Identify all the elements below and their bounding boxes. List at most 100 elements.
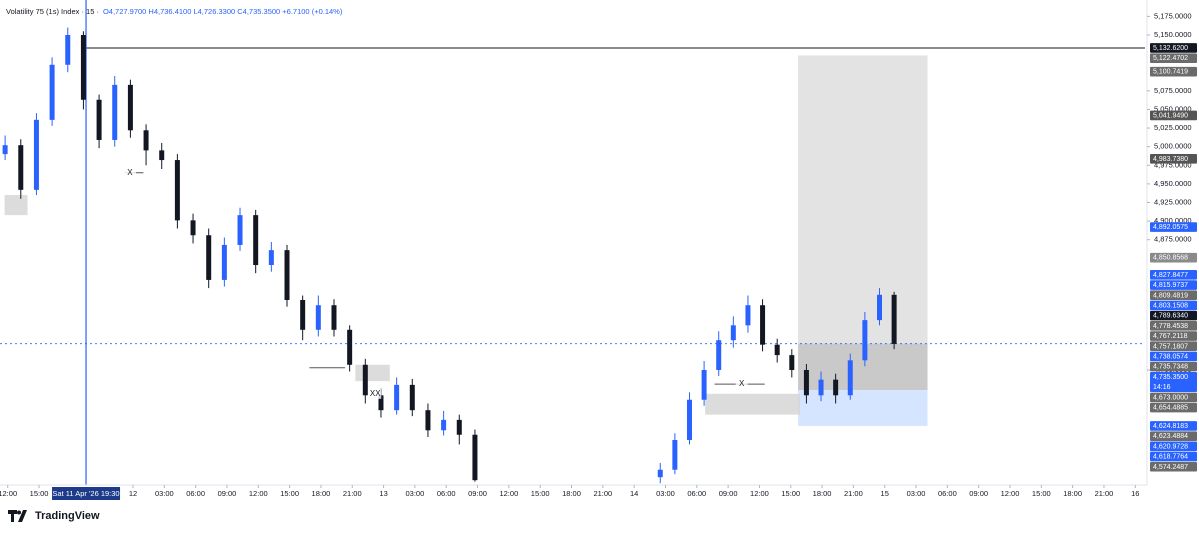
candle-body <box>49 64 55 120</box>
x-tick-label: 03:00 <box>907 489 926 498</box>
candle-body <box>347 329 353 365</box>
symbol[interactable]: Volatility 75 (1s) Index · 15 · <box>6 7 99 16</box>
price-axis-bg <box>1147 0 1199 505</box>
candle-body <box>701 369 707 400</box>
x-tick-label: 15:00 <box>280 489 299 498</box>
price-tag <box>1150 43 1197 53</box>
price-tag <box>1150 222 1197 232</box>
candle-body <box>378 395 384 411</box>
price-tag-label: 4,623.4884 <box>1153 433 1188 440</box>
candle-body <box>362 364 368 396</box>
price-tag-label: 4,757.1807 <box>1153 343 1188 350</box>
price-tag-label: 5,041.9490 <box>1153 112 1188 119</box>
x-tick-label: 12:00 <box>249 489 268 498</box>
candle-body <box>112 84 118 140</box>
x-tick-label: 09:00 <box>468 489 487 498</box>
candle-body <box>18 145 24 190</box>
candle-body <box>847 360 853 396</box>
brand-logo <box>8 510 27 522</box>
price-tag-label: 4,789.6340 <box>1153 313 1188 320</box>
candle-body <box>268 250 274 266</box>
price-tag <box>1150 300 1197 311</box>
price-tag-label: 4,673.0000 <box>1153 394 1188 401</box>
candle-body <box>760 305 766 345</box>
candle-body <box>394 384 400 411</box>
crosshair-time-bg <box>52 487 121 500</box>
candle-body <box>159 150 165 161</box>
annotation: X <box>127 168 133 177</box>
candle-body <box>33 119 39 190</box>
price-tag-label: 4,892.0575 <box>1153 224 1188 231</box>
candle-body <box>657 469 663 478</box>
candle-body <box>80 35 86 100</box>
x-tick-label: 09:00 <box>218 489 237 498</box>
brand[interactable]: TradingView <box>8 510 100 522</box>
price-tag-label: 4,574.2487 <box>1153 464 1188 471</box>
candle-body <box>284 250 290 301</box>
price-tag <box>1150 372 1197 393</box>
price-tag-label: 4,809.4819 <box>1153 292 1188 299</box>
chart: XXXX5,175.00005,150.00005,075.00005,050.… <box>0 0 1199 505</box>
price-tag <box>1150 451 1197 462</box>
x-tick-label: 15 <box>881 489 889 498</box>
x-tick-label: 03:00 <box>656 489 675 498</box>
candle-body <box>2 145 8 155</box>
x-tick-label: 15:00 <box>781 489 800 498</box>
price-tag <box>1150 153 1197 164</box>
candle-body <box>425 410 431 431</box>
y-tick-label: 5,175.0000 <box>1154 11 1192 20</box>
price-tag <box>1150 421 1197 431</box>
x-tick-label: 15:00 <box>1032 489 1051 498</box>
x-tick-label: 06:00 <box>437 489 456 498</box>
price-tag <box>1150 361 1197 372</box>
legend-header: Volatility 75 (1s) Index · 15 · O4,727.97… <box>6 7 342 16</box>
y-tick-label: 4,900.0000 <box>1154 216 1192 225</box>
candle-body <box>891 294 897 344</box>
candle-body <box>315 305 321 330</box>
candle-body <box>441 419 447 431</box>
candle-body <box>237 215 243 245</box>
candle-body <box>206 235 212 280</box>
annotation-bg <box>123 167 136 178</box>
y-tick-label: 5,150.0000 <box>1154 30 1192 39</box>
candle-body <box>774 344 780 356</box>
price-tag-label: 4,815.9737 <box>1153 282 1188 289</box>
x-tick-label: 12 <box>129 489 137 498</box>
y-tick-label: 4,975.0000 <box>1154 160 1192 169</box>
candle-body <box>862 320 868 361</box>
price-tag <box>1150 110 1197 121</box>
candle-body <box>818 379 824 396</box>
x-tick-label: 16 <box>1131 489 1139 498</box>
price-tag <box>1150 310 1197 321</box>
candle-body <box>672 439 678 470</box>
price-tag-label: 5,100.7419 <box>1153 69 1188 76</box>
crosshair-time-label: Sat 11 Apr '26 19:30 <box>52 489 119 498</box>
price-tag-label: 4,983.7380 <box>1153 156 1188 163</box>
price-tag-label: 4,850.8568 <box>1153 255 1188 262</box>
price-tag <box>1150 402 1197 413</box>
candle-body <box>143 130 149 151</box>
candle-body <box>190 220 196 236</box>
y-tick-label: 5,075.0000 <box>1154 86 1192 95</box>
x-tick-label: 06:00 <box>938 489 957 498</box>
price-tag-label: 4,735.7348 <box>1153 364 1188 371</box>
price-tag <box>1150 252 1197 263</box>
price-tag <box>1150 270 1197 280</box>
x-tick-label: 03:00 <box>406 489 425 498</box>
x-tick-label: 12:00 <box>750 489 769 498</box>
price-tag <box>1150 351 1197 362</box>
candle-body <box>253 215 259 266</box>
zone <box>355 364 390 382</box>
price-tag <box>1150 290 1197 301</box>
x-tick-label: 21:00 <box>343 489 362 498</box>
annotation-bg <box>735 379 748 390</box>
candle-body <box>65 35 71 65</box>
x-tick-label: 21:00 <box>1095 489 1114 498</box>
price-tag-label: 4,803.1508 <box>1153 302 1188 309</box>
y-tick-label: 5,050.0000 <box>1154 104 1192 113</box>
x-tick-label: 12:00 <box>499 489 518 498</box>
zone <box>705 393 801 415</box>
x-tick-label: 03:00 <box>155 489 174 498</box>
annotation: XX <box>370 389 381 398</box>
